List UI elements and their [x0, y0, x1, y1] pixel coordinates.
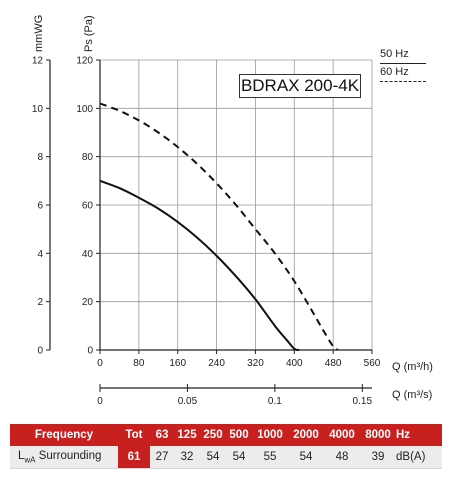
legend-60hz-label: 60 Hz [380, 66, 409, 78]
legend-50hz-label: 50 Hz [380, 48, 409, 60]
x-tick-label-m3h: 320 [247, 358, 264, 369]
y-tick-label-mmwg: 2 [37, 297, 43, 308]
row-unit: dB(A) [396, 446, 442, 469]
row-value: 54 [288, 446, 324, 469]
x-axis-m3s-label: Q (m³/s) [392, 389, 432, 401]
x-tick-label-m3h: 0 [97, 358, 103, 369]
row-value: 54 [200, 446, 226, 469]
x-tick-label-m3h: 560 [364, 358, 381, 369]
y-tick-label-pa: 0 [87, 346, 93, 357]
table-row: LwA Surrounding 61 27 32 54 54 55 54 48 … [10, 446, 442, 469]
x-tick-label-m3h: 160 [169, 358, 186, 369]
x-tick-label-m3s: 0 [97, 396, 103, 407]
y-tick-label-pa: 40 [82, 249, 94, 260]
row-value: 54 [226, 446, 252, 469]
y-tick-label-mmwg: 10 [32, 104, 44, 115]
y-tick-label-mmwg: 8 [37, 152, 43, 163]
model-label: BDRAX 200-4K [240, 76, 360, 95]
x-axis-m3h-label: Q (m³/h) [392, 361, 433, 373]
y-tick-label-mmwg: 6 [37, 201, 43, 212]
chart-grid [100, 59, 373, 350]
header-tot: Tot [118, 424, 150, 446]
header-freq: 1000 [252, 424, 288, 446]
row-value: 55 [252, 446, 288, 469]
y-tick-label-pa: 80 [82, 152, 94, 163]
row-value: 39 [360, 446, 396, 469]
row-value: 32 [174, 446, 200, 469]
row-label-sub: wA [24, 455, 36, 465]
header-freq: 500 [226, 424, 252, 446]
y-tick-label-mmwg: 12 [32, 56, 44, 67]
row-label-main: L [18, 449, 25, 462]
x-tick-label-m3s: 0.1 [268, 396, 282, 407]
series-line-60hz [99, 102, 339, 351]
row-value: 27 [150, 446, 174, 469]
header-freq: 125 [174, 424, 200, 446]
y-tick-label-mmwg: 0 [37, 346, 43, 357]
y-axis-mmwg-label: mmWG [33, 15, 45, 52]
y-axis-pa-label: Ps (Pa) [83, 15, 95, 52]
y-tick-label-pa: 60 [82, 201, 94, 212]
x-tick-label-m3s: 0.15 [353, 396, 373, 407]
header-freq: 8000 [360, 424, 396, 446]
sound-level-table: Frequency Tot 63 125 250 500 1000 2000 4… [10, 424, 442, 469]
header-frequency: Frequency [10, 424, 118, 446]
header-unit: Hz [396, 424, 442, 446]
header-freq: 2000 [288, 424, 324, 446]
model-label-box: BDRAX 200-4K [239, 74, 361, 98]
row-label-rest: Surrounding [35, 449, 102, 462]
legend-60hz-line [380, 81, 426, 82]
x-tick-label-m3s: 0.05 [178, 396, 198, 407]
chart-series [99, 102, 339, 351]
x-tick-label-m3h: 240 [208, 358, 225, 369]
y-tick-label-pa: 20 [82, 297, 94, 308]
legend-50hz-line [380, 63, 426, 64]
y-tick-label-pa: 100 [76, 104, 93, 115]
row-label: LwA Surrounding [10, 446, 118, 469]
series-line-50hz [99, 179, 300, 351]
row-value: 48 [324, 446, 360, 469]
table-header-row: Frequency Tot 63 125 250 500 1000 2000 4… [10, 424, 442, 446]
header-freq: 4000 [324, 424, 360, 446]
header-freq: 250 [200, 424, 226, 446]
y-tick-label-mmwg: 4 [37, 249, 43, 260]
y-tick-label-pa: 120 [76, 56, 93, 67]
x-tick-label-m3h: 480 [325, 358, 342, 369]
x-tick-label-m3h: 400 [286, 358, 303, 369]
header-freq: 63 [150, 424, 174, 446]
x-tick-label-m3h: 80 [133, 358, 145, 369]
row-tot-value: 61 [118, 446, 150, 469]
